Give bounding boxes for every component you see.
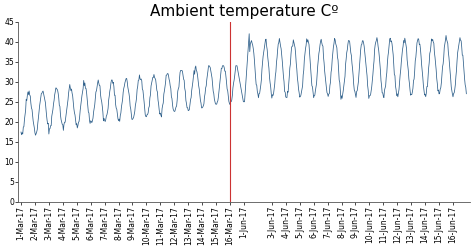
Title: Ambient temperature Cº: Ambient temperature Cº <box>150 4 338 19</box>
